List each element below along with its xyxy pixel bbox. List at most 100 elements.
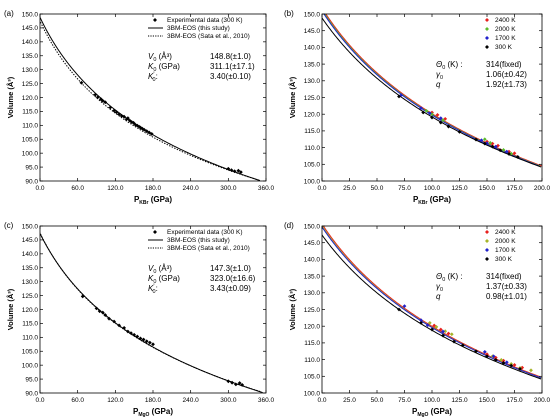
y-axis-label: Volume (Å³) [6, 76, 15, 118]
y-tick-label: 95.0 [25, 164, 38, 171]
y-tick-label: 145.0 [22, 237, 39, 244]
legend-marker [153, 230, 157, 234]
param-symbol: V [148, 52, 154, 61]
param-name: K0 (GPa) [148, 274, 180, 285]
legend-marker [485, 239, 489, 243]
legend-entry: 2400 K [485, 17, 516, 24]
param-sub: 0 [153, 269, 156, 275]
x-tick-label: 120.0 [107, 397, 124, 404]
y-tick-label: 95.0 [25, 376, 38, 383]
y-tick-label: 105.0 [304, 374, 321, 381]
data-point [230, 380, 234, 385]
param-name: Θ0 (K) : [436, 60, 463, 71]
data-point [144, 339, 149, 344]
legend-label: 2000 K [495, 238, 516, 245]
x-tick-label: 175.0 [506, 185, 523, 192]
data-point [427, 320, 432, 325]
param-value: 314(fixed) [486, 60, 522, 69]
data-point [457, 130, 462, 134]
legend-entry: 3BM-EOS (Sata et al., 2010) [148, 245, 250, 252]
data-point [132, 332, 137, 337]
data-point [151, 342, 155, 347]
legend-label: 3BM-EOS (this study) [167, 25, 230, 32]
eos-curve-1 [40, 19, 261, 181]
legend-marker [153, 18, 157, 22]
param-prime: ' [153, 284, 154, 290]
fit-parameter: q 1.92(±1.73) [436, 80, 527, 89]
data-point [232, 169, 237, 174]
data-point [498, 148, 503, 153]
legend-label: 300 K [495, 256, 513, 263]
legend-entry: 2400 K [485, 229, 516, 236]
panel-0: (a) 0.0 60.0 120.0 180.0 240.0 300.0 360.0 90.0 9… [4, 9, 275, 206]
data-point [147, 130, 152, 135]
legend-label: 2400 K [495, 229, 516, 236]
y-axis-label: Volume (Å³) [288, 76, 297, 118]
y-tick-label: 130.0 [304, 78, 321, 85]
y-tick-label: 120.0 [304, 324, 321, 331]
data-point [425, 323, 430, 328]
y-axis-label: Volume (Å³) [6, 288, 15, 330]
param-symbol: q [436, 80, 441, 89]
legend-label: 1700 K [495, 35, 516, 42]
data-point [446, 124, 451, 129]
y-tick-label: 125.0 [304, 95, 321, 102]
data-point [129, 120, 134, 124]
panel-label: (a) [4, 9, 14, 18]
param-value: 0.98(±1.01) [486, 292, 527, 301]
y-tick-label: 100.0 [22, 362, 39, 369]
y-tick-label: 135.0 [304, 273, 321, 280]
data-point [112, 319, 116, 324]
x-tick-label: 50.0 [371, 185, 384, 192]
data-point [441, 329, 445, 334]
fit-parameter: q 0.98(±1.01) [436, 292, 527, 301]
param-symbol: Θ [436, 272, 442, 281]
data-point [493, 358, 498, 362]
y-tick-label: 115.0 [22, 321, 38, 328]
data-point [421, 110, 426, 115]
panel-label: (b) [284, 9, 294, 18]
x-axis-label-sub: MgO [138, 412, 149, 418]
x-tick-label: 0.0 [317, 185, 326, 192]
y-tick-label: 125.0 [304, 307, 321, 314]
y-tick-label: 125.0 [22, 81, 39, 88]
param-unit: (K) : [445, 272, 462, 281]
data-point [482, 350, 487, 354]
data-point [518, 367, 522, 371]
data-point [117, 112, 121, 117]
data-point [485, 141, 489, 146]
data-point [125, 116, 130, 120]
data-point [135, 334, 140, 339]
x-tick-label: 300.0 [220, 185, 237, 192]
y-tick-label: 110.0 [304, 145, 320, 152]
eos-curve-3 [322, 234, 542, 380]
eos-curve-1 [40, 231, 261, 392]
data-point [427, 111, 432, 116]
x-axis-label-main: P [133, 407, 139, 416]
x-axis-label-sub: KBr [139, 200, 148, 206]
data-point [430, 112, 434, 117]
data-point [529, 368, 533, 373]
legend-entry: 1700 K [485, 247, 516, 254]
y-axis-label: Volume (Å³) [288, 288, 297, 330]
data-point [504, 360, 509, 365]
data-point [512, 363, 517, 367]
x-tick-label: 125.0 [451, 397, 468, 404]
data-point [124, 117, 129, 122]
y-tick-label: 130.0 [22, 67, 39, 74]
data-point [491, 354, 496, 359]
x-axis-label-unit: (GPa) [428, 407, 452, 416]
param-name: q [436, 80, 441, 89]
data-point [122, 114, 127, 119]
data-point [496, 143, 500, 148]
legend-label: 3BM-EOS (Sata et al., 2010) [167, 33, 250, 40]
param-name: K0 (GPa) [148, 62, 180, 73]
legend-label: Experimental data (300 K) [167, 229, 243, 236]
data-point [452, 339, 456, 344]
data-point [133, 122, 138, 127]
y-tick-label: 120.0 [304, 112, 321, 119]
eos-curve-0 [40, 232, 263, 393]
panel-label: (d) [284, 221, 294, 230]
legend-entry: 2000 K [485, 26, 516, 33]
data-point [509, 363, 514, 368]
